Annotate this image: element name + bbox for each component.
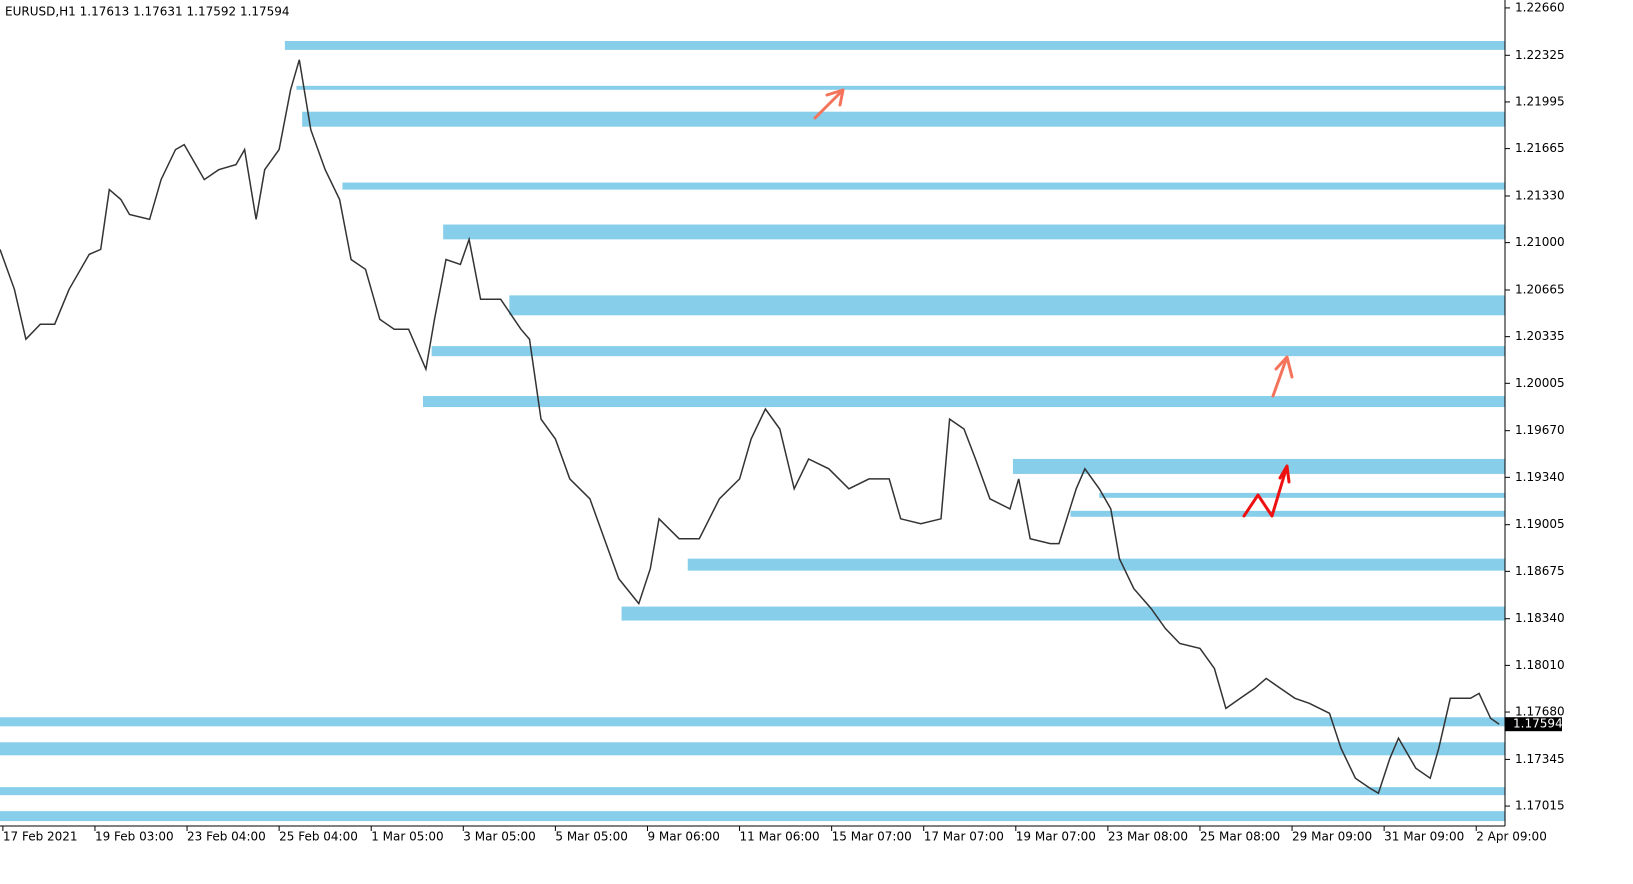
zone (431, 346, 1506, 357)
zone (284, 41, 1506, 50)
zone (1099, 492, 1505, 498)
zone (0, 742, 1505, 756)
x-tick-label: 19 Feb 03:00 (95, 830, 174, 844)
zone (296, 85, 1506, 90)
y-tick-label: 1.18675 (1515, 564, 1565, 578)
x-tick-label: 2 Apr 09:00 (1476, 830, 1547, 844)
x-tick-label: 5 Mar 05:00 (555, 830, 628, 844)
y-tick-label: 1.19005 (1515, 517, 1565, 531)
zone (509, 295, 1505, 316)
y-tick-label: 1.19670 (1515, 423, 1565, 437)
x-tick-label: 29 Mar 09:00 (1292, 830, 1372, 844)
x-tick-label: 3 Mar 05:00 (463, 830, 536, 844)
y-tick-label: 1.22325 (1515, 48, 1565, 62)
x-tick-label: 23 Mar 08:00 (1108, 830, 1188, 844)
x-tick-label: 19 Mar 07:00 (1016, 830, 1096, 844)
zone (0, 787, 1505, 796)
last-price-label: 1.17594 (1513, 717, 1563, 731)
last-price-marker (1505, 717, 1562, 732)
zone (687, 558, 1505, 571)
y-tick-label: 1.18340 (1515, 611, 1565, 625)
x-tick-label: 11 Mar 06:00 (740, 830, 820, 844)
x-tick-label: 25 Feb 04:00 (279, 830, 358, 844)
annotation-arrows (813, 88, 1294, 518)
arrow (1271, 355, 1294, 398)
x-tick-label: 31 Mar 09:00 (1384, 830, 1464, 844)
zone (443, 224, 1505, 240)
x-tick-label: 9 Mar 06:00 (647, 830, 720, 844)
y-tick-label: 1.21330 (1515, 188, 1565, 202)
chart-title: EURUSD,H1 1.17613 1.17631 1.17592 1.1759… (5, 5, 290, 19)
zone (342, 182, 1505, 190)
zone (1012, 458, 1505, 474)
y-tick-label: 1.22660 (1515, 0, 1565, 14)
zone (302, 111, 1505, 127)
arrow (813, 88, 845, 120)
zone (621, 606, 1505, 621)
zone (423, 396, 1505, 408)
zones (0, 41, 1506, 822)
x-tick-label: 17 Mar 07:00 (924, 830, 1004, 844)
price-layer (0, 59, 1500, 795)
zone (1070, 510, 1505, 517)
zone (0, 811, 1505, 822)
x-tick-label: 17 Feb 2021 (3, 830, 78, 844)
y-tick-label: 1.21665 (1515, 141, 1565, 155)
arrow (1242, 464, 1291, 518)
x-tick-label: 25 Mar 08:00 (1200, 830, 1280, 844)
zone (0, 717, 1505, 727)
y-tick-label: 1.21000 (1515, 235, 1565, 249)
y-tick-label: 1.21995 (1515, 94, 1565, 108)
y-tick-label: 1.17015 (1515, 799, 1565, 813)
y-tick-label: 1.18010 (1515, 658, 1565, 672)
y-tick-label: 1.20005 (1515, 376, 1565, 390)
x-tick-label: 1 Mar 05:00 (371, 830, 444, 844)
x-tick-label: 23 Feb 04:00 (187, 830, 266, 844)
price-line (0, 59, 1500, 795)
y-tick-label: 1.20335 (1515, 329, 1565, 343)
x-tick-label: 15 Mar 07:00 (832, 830, 912, 844)
y-tick-label: 1.19340 (1515, 470, 1565, 484)
y-tick-label: 1.17680 (1515, 705, 1565, 719)
y-tick-label: 1.20665 (1515, 282, 1565, 296)
y-tick-label: 1.17345 (1515, 752, 1565, 766)
